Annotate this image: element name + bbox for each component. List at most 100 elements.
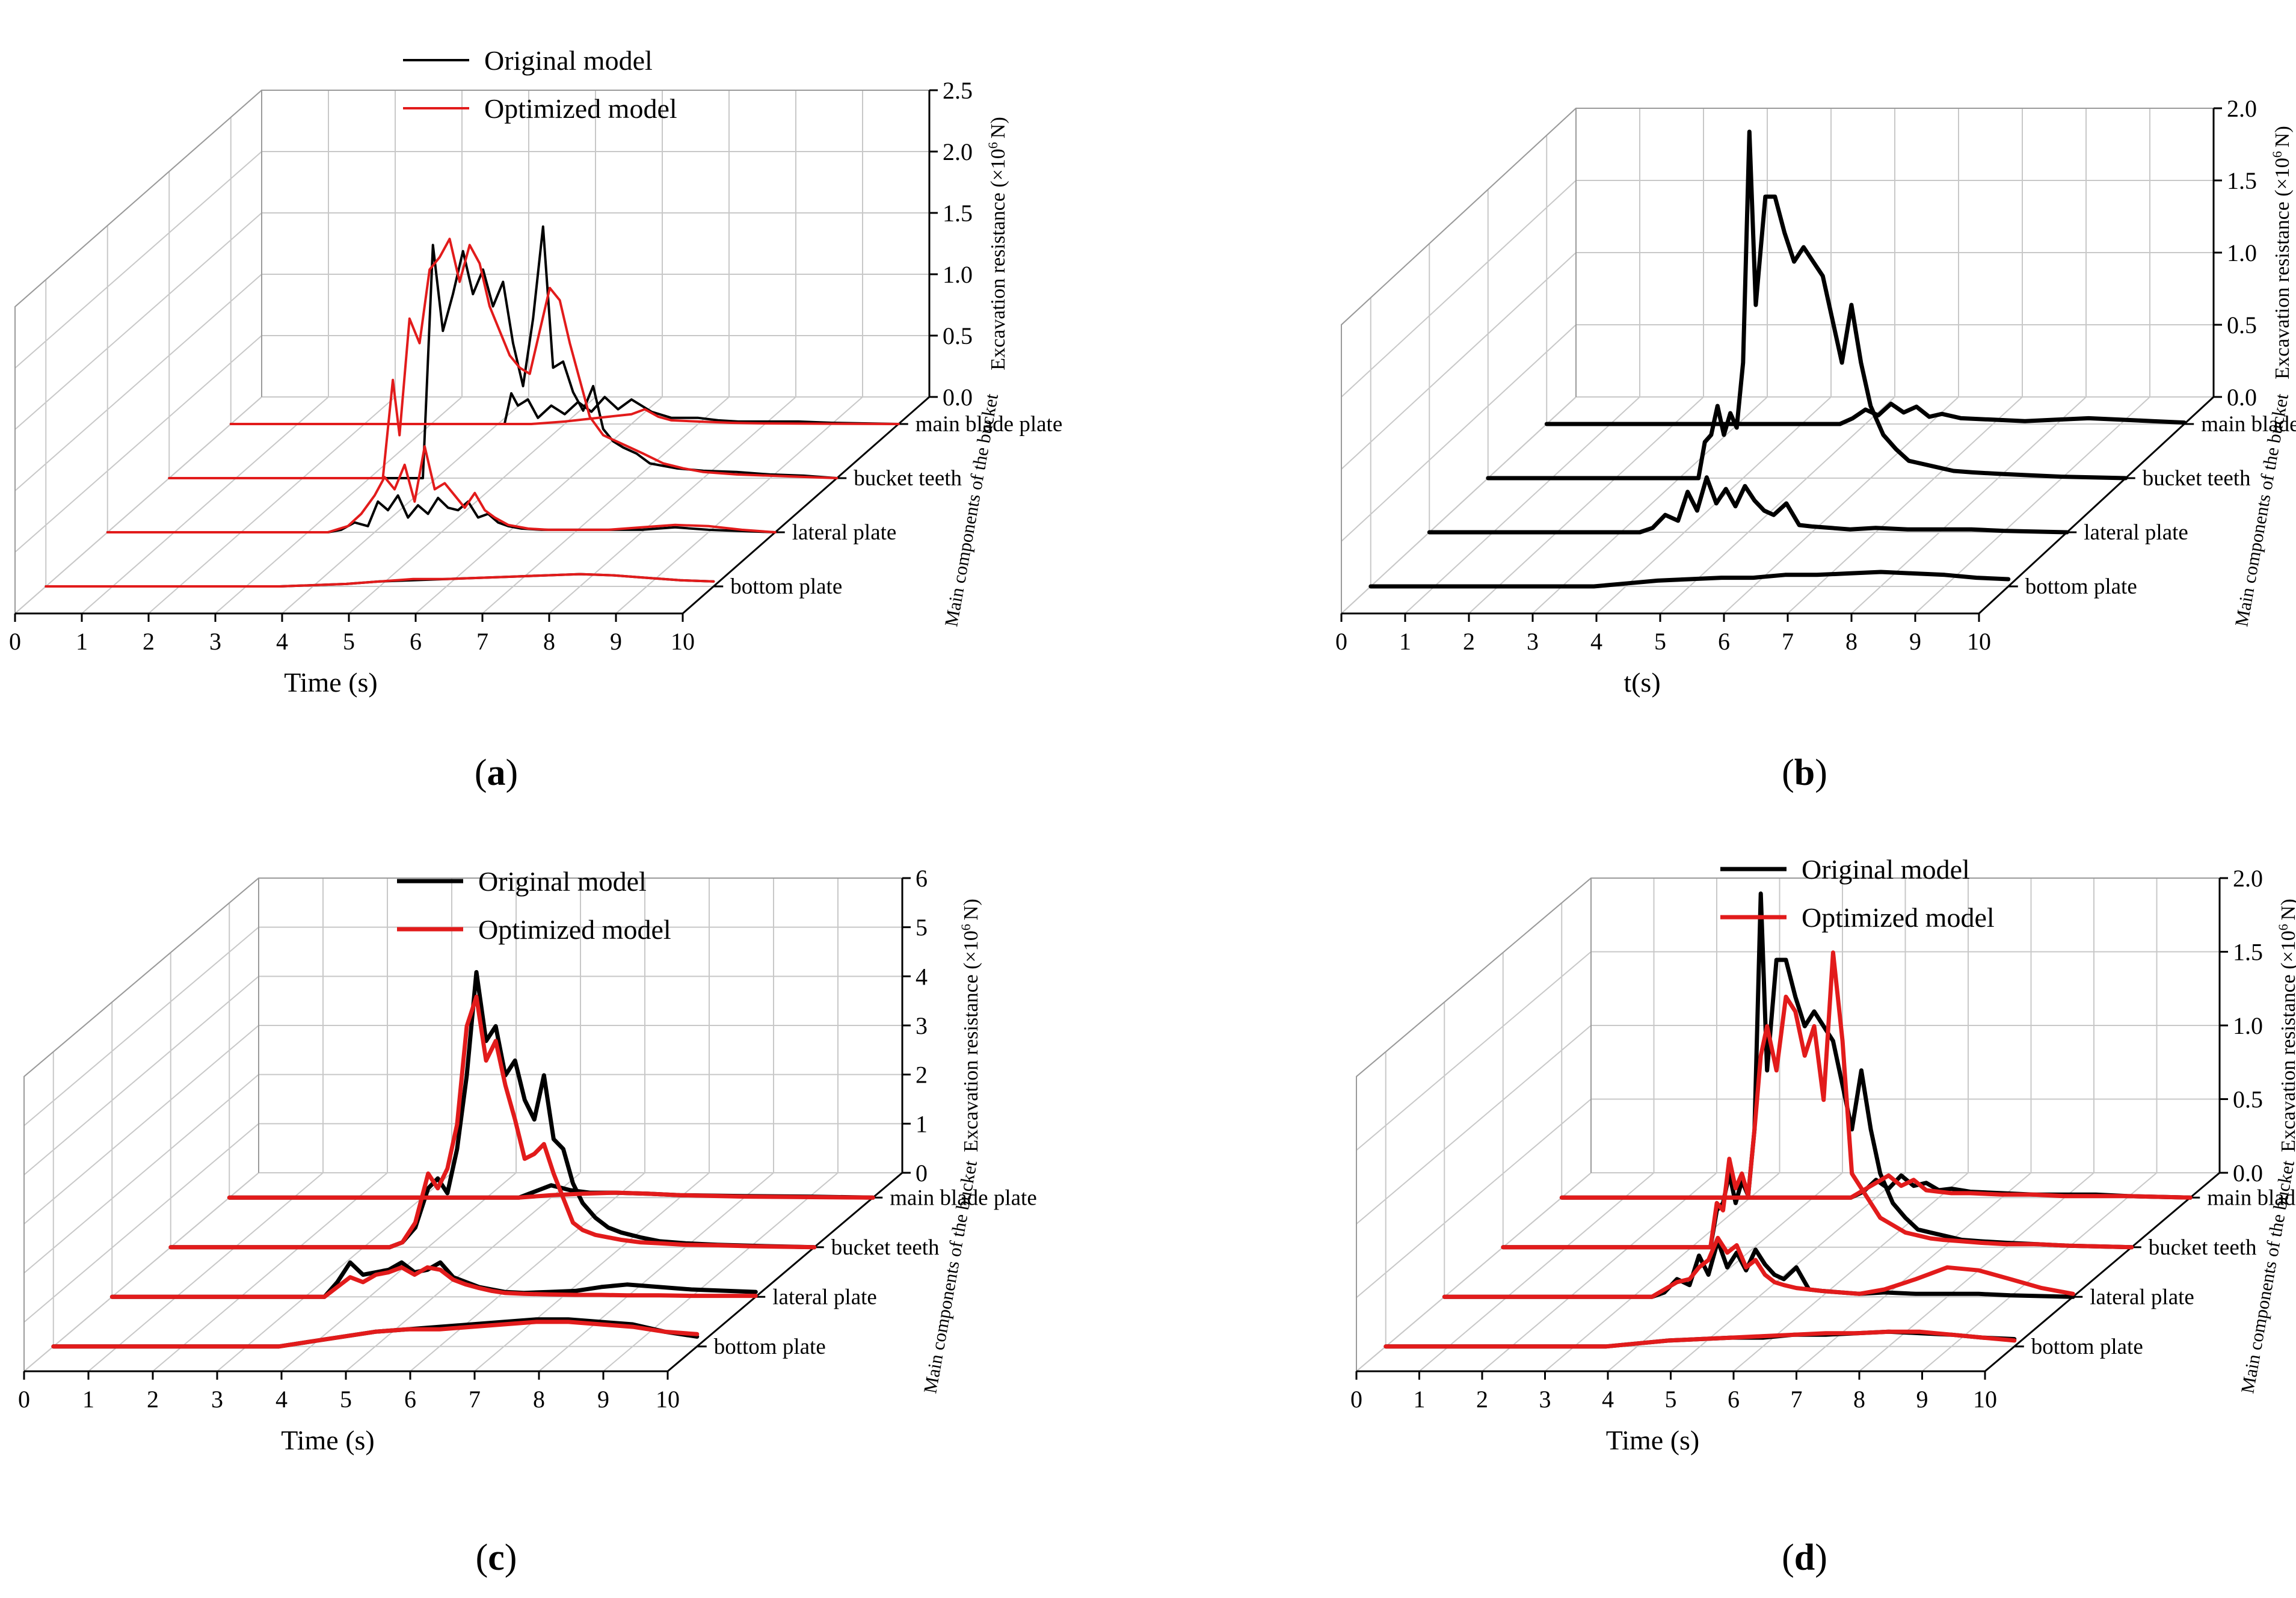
component-label: bottom plate [2025,574,2137,599]
component-label: bucket teeth [2149,1235,2257,1260]
series-line-bucket-teeth-optimized [1501,950,2134,1250]
axes [14,89,938,622]
panel-label: (d) [1782,1537,1827,1578]
floor-grid-line [1532,396,1768,614]
x-tick-label: 6 [1718,628,1730,655]
x-tick-label: 1 [76,628,88,655]
frame-edge [1356,877,2220,1371]
series-line-main-blade-plate-original [1544,401,2187,426]
series-line-lateral-plate-optimized [1442,1235,2075,1299]
x-tick-label: 5 [343,628,355,655]
floor-grid-line [282,396,529,614]
axes [1355,877,2228,1380]
x-tick-label: 6 [410,628,422,655]
x-tick-label: 2 [1476,1386,1488,1413]
x-tick-label: 8 [1845,628,1857,655]
y-axis-title-exponent: 6 [2270,151,2285,158]
x-tick-label: 9 [597,1386,609,1413]
y-axis-title-exponent: 6 [2276,924,2291,930]
floor-grid-line [1468,396,1704,614]
side-grid-line [23,926,259,1126]
side-grid-line [1341,180,1577,398]
series-line-main-blade-plate-optimized [229,408,900,425]
floor-grid-line [603,1172,839,1372]
x-tick-label: 2 [1463,628,1475,655]
series-group [45,225,900,588]
series-group [1368,129,2187,589]
y-tick-label: 3 [916,1012,928,1039]
side-grid-line [1356,1172,1592,1372]
series-line-bucket-teeth-optimized [168,994,817,1250]
floor-grid-line [1796,1172,2032,1372]
y-axis-title-text: Excavation resistance (×10 [2271,158,2294,379]
component-label: lateral plate [792,520,897,545]
legend: Original model Optimized model [397,866,671,945]
series-line-lateral-plate-original [1427,475,2069,535]
depth-axis-line [1984,1172,2220,1372]
x-tick-label: 10 [1967,628,1991,655]
y-tick-label: 1.5 [943,200,973,227]
frame [1356,877,2220,1371]
side-grid-line [1356,1025,1592,1225]
floor-grid-line [1596,396,1832,614]
floor-grid-line [152,1172,388,1372]
x-tick-label: 0 [1335,628,1347,655]
x-tick-label: 0 [1350,1386,1362,1413]
depth-axis-line [1978,396,2215,615]
side-grid-line [1356,1098,1592,1298]
frame-edge [1341,108,2214,613]
x-tick-label: 7 [469,1386,481,1413]
floor-grid-line [81,396,329,614]
chart-panel-b: 0 1 2 3 4 5 6 7 8 9 10 t(s) 0.0 0.5 1.0 1.5 2.0 Excavatio… [1335,95,2296,793]
panel-label-open: ( [1782,752,1794,793]
y-tick-label: 1 [916,1110,928,1137]
component-label: bottom plate [2031,1335,2143,1359]
x-tick-label: 6 [404,1386,416,1413]
panel-label-close: ) [506,752,519,793]
x-tick-label: 9 [1909,628,1921,655]
y-tick-label: 1.0 [2227,239,2257,266]
series-line-lateral-plate-original [109,1260,758,1299]
y-tick-label: 0.5 [2233,1086,2263,1113]
floor-grid-line [88,1172,324,1372]
x-tick-label: 1 [1399,628,1411,655]
frame-edge [23,877,902,1371]
series-line-bucket-teeth-optimized [168,238,839,479]
side-grid-line [23,1074,259,1274]
series-line-bucket-teeth-original [168,225,839,479]
panel-label-open: ( [1782,1537,1794,1578]
floor-grid-line [1418,1172,1655,1372]
y-tick-label: 1.5 [2233,939,2263,966]
floor-grid-line [1544,1172,1780,1372]
component-label: main blade plate [916,412,1063,437]
legend: Original model Optimized model [1720,854,1995,933]
series-line-bottom-plate-original [1368,570,2011,589]
x-tick-label: 10 [1973,1386,1997,1413]
x-tick-label: 6 [1728,1386,1740,1413]
y-axis-title: Excavation resistance (×106 N) [2270,126,2294,379]
chart-panel-a: 0 1 2 3 4 5 6 7 8 9 10 Time (s) 0.0 0.5 1.0 1.5 2.0 2.5 Ex… [9,45,1062,793]
component-label: bottom plate [730,574,842,599]
series-line-main-blade-plate-original [229,392,900,425]
y-tick-label: 0.0 [2233,1160,2263,1187]
x-tick-label: 9 [1916,1386,1928,1413]
series-group [51,970,875,1349]
panel-label-letter: d [1794,1537,1815,1578]
x-tick-label: 4 [1590,628,1602,655]
chart-panel-d: 0 1 2 3 4 5 6 7 8 9 10 Time (s) 0.0 0.5 1.0 1.5 2.0 Excav… [1350,854,2296,1578]
x-tick-label: 3 [209,628,221,655]
component-label: lateral plate [2084,520,2188,545]
side-grid-line [14,151,262,369]
y-tick-label: 0.0 [2227,384,2257,411]
side-grid-line [23,1172,259,1372]
x-axis-title: Time (s) [281,1425,375,1455]
x-tick-label: 7 [1791,1386,1803,1413]
legend-label: Optimized model [1802,902,1995,933]
side-grid-line [23,976,259,1176]
side-grid-line [1341,324,1577,542]
x-tick-label: 10 [656,1386,680,1413]
y-tick-label: 2.0 [2233,865,2263,892]
y-axis-title: Excavation resistance (×106 N) [2276,899,2296,1152]
y-axis-title-unit: N) [987,117,1009,138]
